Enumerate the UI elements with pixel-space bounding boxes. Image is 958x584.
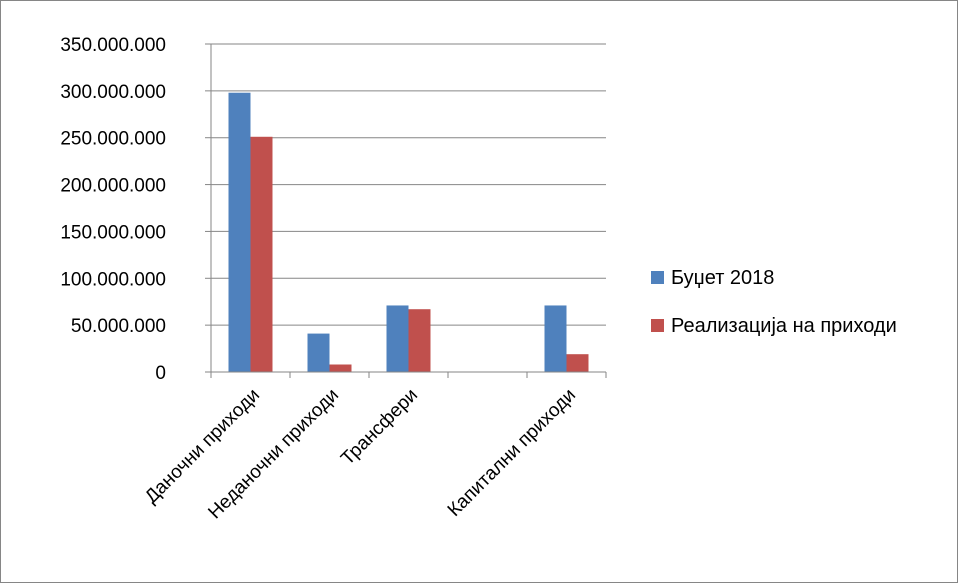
axes [205, 43, 607, 378]
y-tick-label: 300.000.000 [60, 82, 166, 103]
y-tick-label: 100.000.000 [60, 269, 166, 290]
x-category-label: Капитални приходи [444, 385, 580, 521]
y-tick-label: 50.000.000 [71, 316, 166, 337]
y-tick-label: 200.000.000 [60, 176, 166, 197]
bar-budget-4 [544, 305, 567, 372]
gridlines [211, 43, 606, 326]
legend-label: Реализација на приходи [671, 315, 897, 337]
bar-realization-0 [250, 136, 273, 372]
legend-label: Буџет 2018 [671, 267, 774, 289]
bar-realization-4 [566, 354, 589, 372]
y-axis-tick-labels: 0 50.000.000 100.000.000 150.000.000 200.000… [60, 35, 166, 384]
bars [228, 92, 589, 372]
x-category-label: Трансфери [337, 385, 422, 470]
legend-swatch [651, 319, 664, 332]
x-category-label: Неданочни приходи [204, 385, 343, 524]
bar-budget-2 [386, 305, 409, 372]
y-tick-label: 0 [155, 363, 166, 384]
y-tick-label: 150.000.000 [60, 222, 166, 243]
y-tick-label: 250.000.000 [60, 129, 166, 150]
y-tick-label: 350.000.000 [60, 35, 166, 56]
legend: Буџет 2018 Реализација на приходи [651, 267, 897, 337]
legend-swatch [651, 271, 664, 284]
bar-realization-1 [329, 364, 352, 372]
bar-realization-2 [408, 309, 431, 372]
bar-budget-1 [307, 333, 330, 372]
bar-budget-0 [228, 92, 251, 372]
